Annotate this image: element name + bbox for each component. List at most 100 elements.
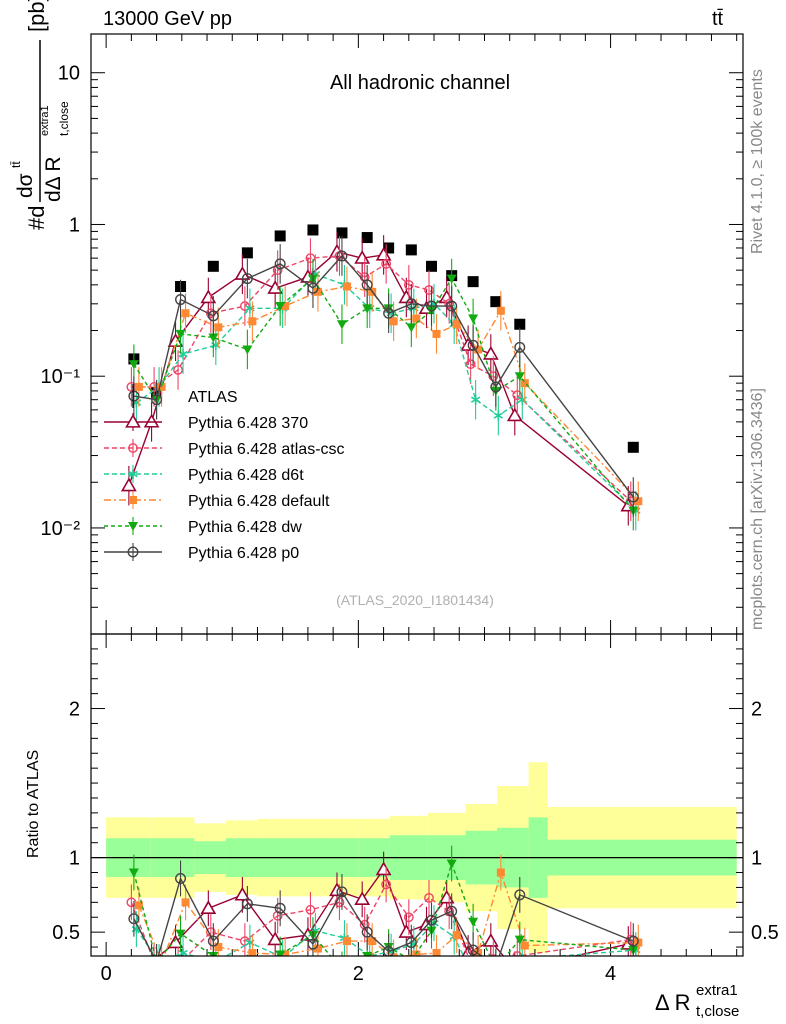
ratio-marker-pythia-6-428-d6t <box>212 957 221 967</box>
marker-atlas <box>627 441 639 453</box>
ratio-y-axis-label: Ratio to ATLAS <box>25 750 42 858</box>
x-label-sup: extra1 <box>696 982 738 999</box>
ratio-marker-pythia-6-428-p0 <box>307 938 319 950</box>
marker-pythia-6-428-p0 <box>241 273 253 285</box>
ratio-marker-pythia-6-428-atlas-csc <box>381 879 392 890</box>
ratio-marker-pythia-6-428-dw <box>468 917 479 927</box>
ratio-marker-pythia-6-428-p0 <box>383 946 395 956</box>
marker-atlas <box>274 230 286 242</box>
process-label: tt̄ <box>712 8 724 30</box>
ratio-marker-pythia-6-428-default <box>313 944 322 953</box>
marker-pythia-6-428-default <box>214 323 223 332</box>
y-label-unit: [pb] <box>24 0 49 32</box>
y-label-denominator-sub: t,close <box>57 101 71 136</box>
marker-pythia-6-428-p0 <box>405 298 417 310</box>
ratio-marker-pythia-6-428-default <box>520 941 529 950</box>
marker-pythia-6-428-default <box>157 382 166 391</box>
marker-pythia-6-428-p0 <box>336 250 348 262</box>
marker-pythia-6-428-dw <box>128 360 139 370</box>
ratio-y-tick-label-right: 1 <box>751 848 762 870</box>
x-tick-label: 2 <box>353 963 364 985</box>
ratio-marker-pythia-6-428-dw <box>337 965 347 974</box>
marker-pythia-6-428-p0 <box>446 300 458 312</box>
marker-pythia-6-428-default <box>134 382 143 391</box>
marker-pythia-6-428-d6t <box>493 410 504 421</box>
ratio-marker-pythia-6-428-default <box>496 868 505 877</box>
ratio-marker-pythia-6-428-dw <box>152 958 162 967</box>
marker-pythia-6-428-370 <box>120 477 137 492</box>
marker-atlas <box>383 242 395 254</box>
y-tick-label: 10⁻¹ <box>41 366 81 388</box>
ratio-marker-pythia-6-428-atlas-csc <box>305 904 316 915</box>
marker-pythia-6-428-370 <box>267 280 284 294</box>
x-tick-label: 0 <box>101 963 112 985</box>
legend-marker-pythia-6-428-atlas-csc <box>128 443 138 453</box>
ratio-marker-pythia-6-428-370 <box>329 882 345 897</box>
legend-marker-pythia-6-428-dw <box>128 522 138 531</box>
marker-pythia-6-428-p0 <box>490 381 502 393</box>
marker-pythia-6-428-default <box>474 345 483 354</box>
ratio-marker-pythia-6-428-370 <box>150 953 153 956</box>
ratio-marker-pythia-6-428-p0 <box>336 886 348 898</box>
marker-pythia-6-428-default <box>248 317 257 326</box>
legend: ATLAS Pythia 6.428 370 Pythia 6.428 atlas-… <box>104 384 345 562</box>
ratio-marker-pythia-6-428-atlas-csc <box>424 892 434 903</box>
ratio-series-group <box>126 845 643 986</box>
legend-marker-pythia-6-428-d6t <box>128 469 138 479</box>
ratio-marker-pythia-6-428-dw <box>514 935 525 945</box>
marker-pythia-6-428-default <box>181 309 190 318</box>
ratio-marker-pythia-6-428-default <box>281 950 290 956</box>
main-series-group <box>120 224 643 531</box>
marker-pythia-6-428-atlas-csc <box>381 258 392 269</box>
ratio-panel-frame <box>90 633 744 957</box>
ratio-marker-pythia-6-428-370 <box>354 891 371 906</box>
marker-pythia-6-428-p0 <box>207 310 219 322</box>
y-tick-label: 10⁻² <box>41 518 81 540</box>
main-panel-background <box>91 34 743 634</box>
marker-pythia-6-428-dw <box>208 333 219 343</box>
ratio-marker-pythia-6-428-atlas-csc <box>174 961 182 969</box>
ratio-marker-pythia-6-428-default <box>342 937 351 946</box>
marker-atlas <box>207 260 219 272</box>
ratio-marker-pythia-6-428-d6t <box>494 975 503 985</box>
marker-pythia-6-428-370 <box>482 345 499 360</box>
ratio-y-tick-label-right: 0.5 <box>751 922 779 944</box>
marker-pythia-6-428-dw <box>514 372 525 382</box>
marker-pythia-6-428-default <box>520 379 529 388</box>
ratio-marker-pythia-6-428-p0 <box>207 935 219 947</box>
ratio-y-tick-label-left: 0.5 <box>52 922 80 944</box>
marker-atlas <box>514 318 526 330</box>
ratio-marker-pythia-6-428-370 <box>438 889 455 904</box>
ratio-marker-pythia-6-428-p0 <box>405 937 417 949</box>
marker-pythia-6-428-atlas-csc <box>403 279 414 290</box>
ratio-marker-pythia-6-428-p0 <box>175 872 187 884</box>
ratio-marker-pythia-6-428-dw <box>491 964 501 973</box>
marker-pythia-6-428-370 <box>506 407 523 422</box>
marker-pythia-6-428-370 <box>143 413 160 428</box>
ratio-marker-pythia-6-428-p0 <box>361 926 373 938</box>
legend-label-atlas: ATLAS <box>188 389 238 406</box>
marker-pythia-6-428-370 <box>200 289 217 304</box>
ratio-marker-pythia-6-428-dw <box>242 968 252 977</box>
ratio-marker-pythia-6-428-370 <box>482 932 499 947</box>
series-line-pythia-6-428-dw <box>133 277 634 512</box>
main-y-axis-label: #d dσ tt̄ dΔ R t,close extra1 [pb] <box>9 0 71 230</box>
marker-pythia-6-428-p0 <box>383 307 395 319</box>
x-axis-label: Δ R extra1 t,close <box>655 982 739 1020</box>
marker-pythia-6-428-dw <box>242 345 253 355</box>
marker-pythia-6-428-p0 <box>467 339 479 351</box>
marker-pythia-6-428-dw <box>175 329 186 339</box>
legend-label-pythia-6-428-d6t: Pythia 6.428 d6t <box>188 467 304 484</box>
ratio-marker-pythia-6-428-370 <box>234 886 251 901</box>
ratio-marker-pythia-6-428-default <box>432 949 441 956</box>
ratio-marker-pythia-6-428-d6t <box>471 976 480 986</box>
marker-atlas <box>405 244 417 256</box>
ratio-marker-pythia-6-428-p0 <box>491 962 501 972</box>
legend-marker-pythia-6-428-370 <box>125 413 141 428</box>
ratio-marker-pythia-6-428-default <box>134 901 143 910</box>
ratio-marker-pythia-6-428-atlas-csc <box>150 958 158 966</box>
ratio-marker-pythia-6-428-atlas-csc <box>403 912 414 923</box>
marker-pythia-6-428-p0 <box>151 394 163 406</box>
ratio-marker-pythia-6-428-p0 <box>152 957 162 967</box>
